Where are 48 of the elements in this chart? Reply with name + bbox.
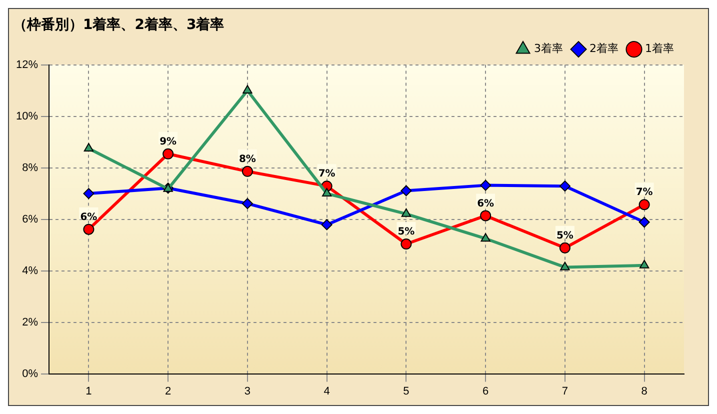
y-tick-label: 4% — [22, 264, 38, 277]
point — [638, 216, 650, 228]
y-tick-label: 0% — [22, 368, 38, 380]
y-tick-label: 10% — [16, 110, 38, 122]
point — [480, 180, 492, 191]
y-tick-label: 2% — [22, 316, 38, 328]
x-tick-label: 4 — [324, 385, 330, 398]
data-label: 6% — [80, 212, 98, 223]
x-tick-label: 2 — [165, 385, 172, 398]
point — [83, 224, 94, 235]
x-tick-label: 5 — [403, 385, 410, 398]
data-label: 5% — [556, 230, 574, 242]
data-label: 9% — [160, 136, 177, 148]
data-label: 6% — [477, 198, 494, 210]
x-tick-label: 6 — [482, 385, 489, 398]
legend-label: 3着率 — [534, 42, 564, 56]
y-tick-label: 6% — [22, 213, 38, 226]
point — [560, 262, 570, 270]
point — [321, 219, 332, 230]
y-tick-label: 8% — [22, 162, 38, 174]
data-label: 7% — [636, 187, 653, 198]
point — [401, 208, 412, 217]
point — [639, 260, 650, 268]
point — [242, 198, 253, 210]
point — [84, 142, 94, 152]
data-label: 8% — [238, 154, 256, 165]
point — [400, 238, 412, 250]
point — [400, 185, 412, 196]
legend-label: 2着率 — [590, 42, 619, 56]
x-tick-label: 8 — [641, 385, 648, 398]
point — [480, 210, 492, 222]
point — [162, 148, 174, 160]
point — [638, 199, 650, 210]
point — [322, 188, 332, 197]
point — [242, 85, 252, 94]
x-tick-label: 7 — [562, 385, 568, 398]
data-label: 5% — [398, 226, 415, 238]
data-label: 7% — [318, 168, 336, 180]
x-tick-label: 3 — [244, 385, 251, 398]
point — [480, 233, 490, 242]
chart-title: （枠番別）1着率、2着率、3着率 — [13, 16, 224, 34]
point — [83, 188, 94, 200]
point — [559, 180, 570, 192]
point — [242, 166, 253, 177]
legend-label: 1着率 — [645, 42, 674, 56]
x-tick-label: 1 — [86, 385, 92, 398]
y-tick-label: 12% — [16, 58, 38, 71]
point — [559, 242, 570, 254]
